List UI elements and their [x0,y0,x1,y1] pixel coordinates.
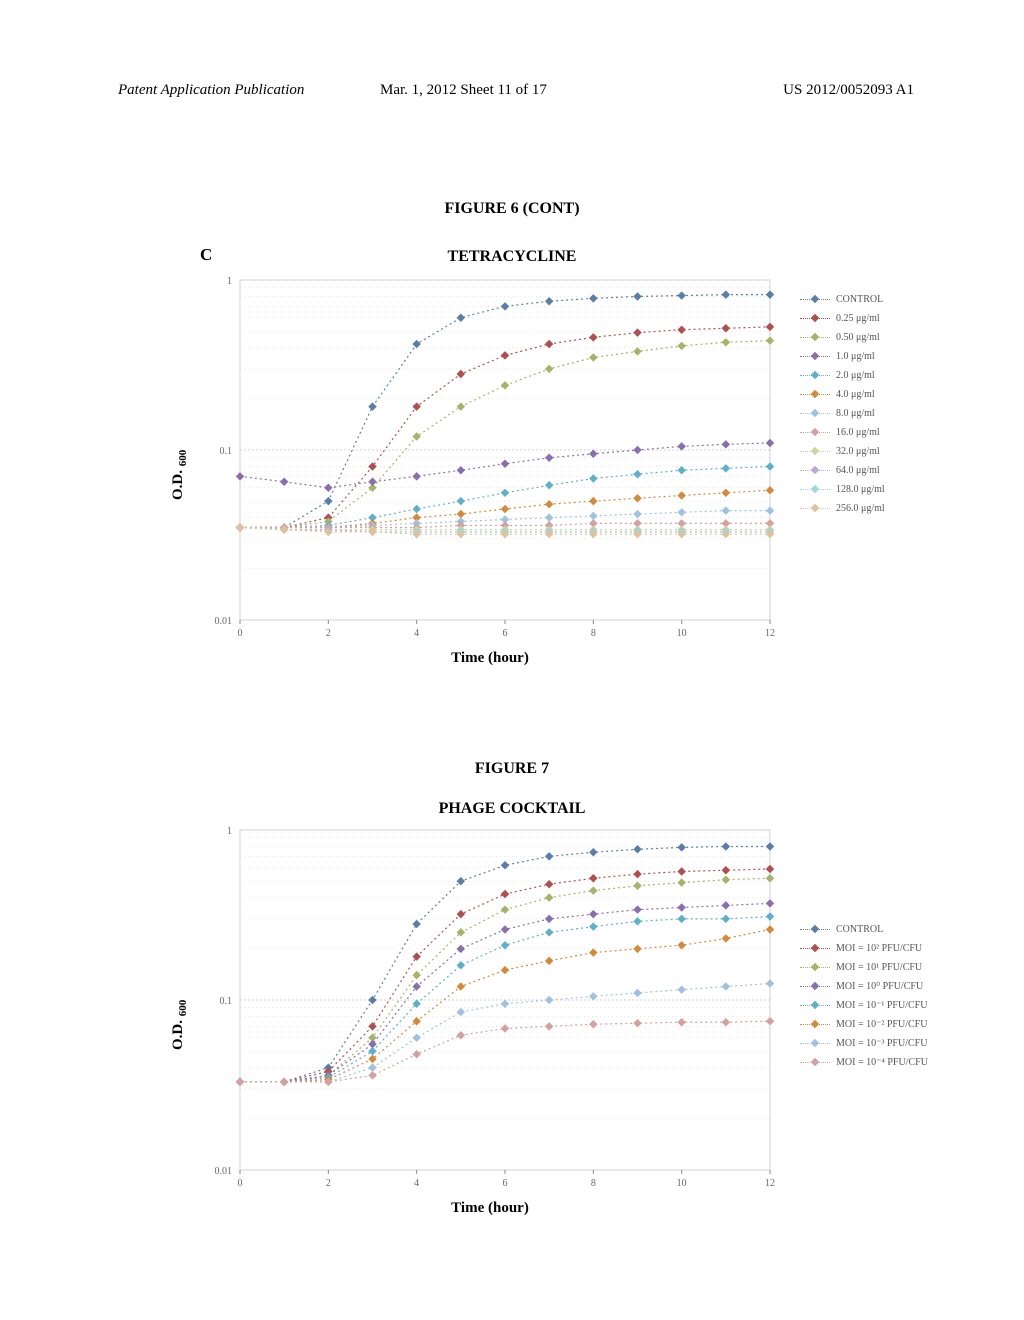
legend-label: 2.0 μg/ml [836,366,875,385]
figure6-title: FIGURE 6 (CONT) [0,200,1024,218]
svg-text:8: 8 [591,628,596,639]
legend-item: MOI = 10⁻² PFU/CFU [800,1015,928,1034]
figure6-svg: 0.010.11024681012 [200,270,780,650]
legend-item: 1.0 μg/ml [800,347,885,366]
legend-item: MOI = 10⁻⁴ PFU/CFU [800,1053,928,1072]
legend-label: MOI = 10⁻¹ PFU/CFU [836,996,927,1015]
legend-item: CONTROL [800,920,928,939]
figure6-subtitle: TETRACYCLINE [0,248,1024,266]
svg-text:6: 6 [503,1178,508,1189]
figure6-legend: CONTROL0.25 μg/ml0.50 μg/ml1.0 μg/ml2.0 … [800,290,885,518]
legend-item: MOI = 10⁻³ PFU/CFU [800,1034,928,1053]
legend-label: 128.0 μg/ml [836,480,885,499]
figure7-chart: O.D. 600 0.010.11024681012 Time (hour) [200,820,780,1240]
legend-label: 1.0 μg/ml [836,347,875,366]
legend-item: MOI = 10² PFU/CFU [800,939,928,958]
svg-text:10: 10 [677,628,687,639]
figure6-chart: O.D. 600 0.010.11024681012 Time (hour) [200,270,780,690]
svg-text:4: 4 [414,628,419,639]
legend-item: CONTROL [800,290,885,309]
legend-label: MOI = 10⁻² PFU/CFU [836,1015,927,1034]
figure7-legend: CONTROLMOI = 10² PFU/CFUMOI = 10¹ PFU/CF… [800,920,928,1072]
legend-item: 2.0 μg/ml [800,366,885,385]
legend-label: 8.0 μg/ml [836,404,875,423]
legend-label: 0.50 μg/ml [836,328,880,347]
svg-text:6: 6 [503,628,508,639]
legend-label: CONTROL [836,290,883,309]
svg-text:2: 2 [326,1178,331,1189]
header-mid: Mar. 1, 2012 Sheet 11 of 17 [380,82,547,99]
svg-text:4: 4 [414,1178,419,1189]
svg-text:12: 12 [765,1178,775,1189]
svg-text:0.1: 0.1 [220,446,233,457]
legend-label: CONTROL [836,920,883,939]
legend-item: 8.0 μg/ml [800,404,885,423]
svg-text:2: 2 [326,628,331,639]
svg-text:12: 12 [765,628,775,639]
legend-label: 16.0 μg/ml [836,423,880,442]
figure7-svg: 0.010.11024681012 [200,820,780,1200]
header-left: Patent Application Publication [118,82,304,99]
legend-item: MOI = 10¹ PFU/CFU [800,958,928,977]
legend-item: MOI = 10⁻¹ PFU/CFU [800,996,928,1015]
header-right: US 2012/0052093 A1 [783,82,914,99]
legend-label: MOI = 10⁻³ PFU/CFU [836,1034,927,1053]
legend-label: 64.0 μg/ml [836,461,880,480]
legend-label: 256.0 μg/ml [836,499,885,518]
legend-label: 0.25 μg/ml [836,309,880,328]
legend-label: MOI = 10⁰ PFU/CFU [836,977,923,996]
figure6-ylabel: O.D. 600 [170,450,189,500]
figure7-subtitle: PHAGE COCKTAIL [0,800,1024,818]
legend-label: MOI = 10² PFU/CFU [836,939,922,958]
legend-item: 256.0 μg/ml [800,499,885,518]
figure6-xlabel: Time (hour) [200,650,780,667]
legend-item: 4.0 μg/ml [800,385,885,404]
svg-text:0.01: 0.01 [215,1166,233,1177]
svg-text:8: 8 [591,1178,596,1189]
legend-label: MOI = 10¹ PFU/CFU [836,958,922,977]
legend-item: 0.50 μg/ml [800,328,885,347]
svg-text:0: 0 [238,628,243,639]
svg-text:1: 1 [227,826,232,837]
legend-item: 0.25 μg/ml [800,309,885,328]
svg-text:1: 1 [227,276,232,287]
legend-item: 128.0 μg/ml [800,480,885,499]
svg-text:0.1: 0.1 [220,996,233,1007]
svg-text:10: 10 [677,1178,687,1189]
legend-label: MOI = 10⁻⁴ PFU/CFU [836,1053,928,1072]
figure7-xlabel: Time (hour) [200,1200,780,1217]
figure7-title: FIGURE 7 [0,760,1024,778]
legend-label: 4.0 μg/ml [836,385,875,404]
legend-item: 16.0 μg/ml [800,423,885,442]
legend-item: 32.0 μg/ml [800,442,885,461]
svg-text:0: 0 [238,1178,243,1189]
legend-item: MOI = 10⁰ PFU/CFU [800,977,928,996]
figure7-ylabel: O.D. 600 [170,1000,189,1050]
legend-item: 64.0 μg/ml [800,461,885,480]
legend-label: 32.0 μg/ml [836,442,880,461]
svg-text:0.01: 0.01 [215,616,233,627]
